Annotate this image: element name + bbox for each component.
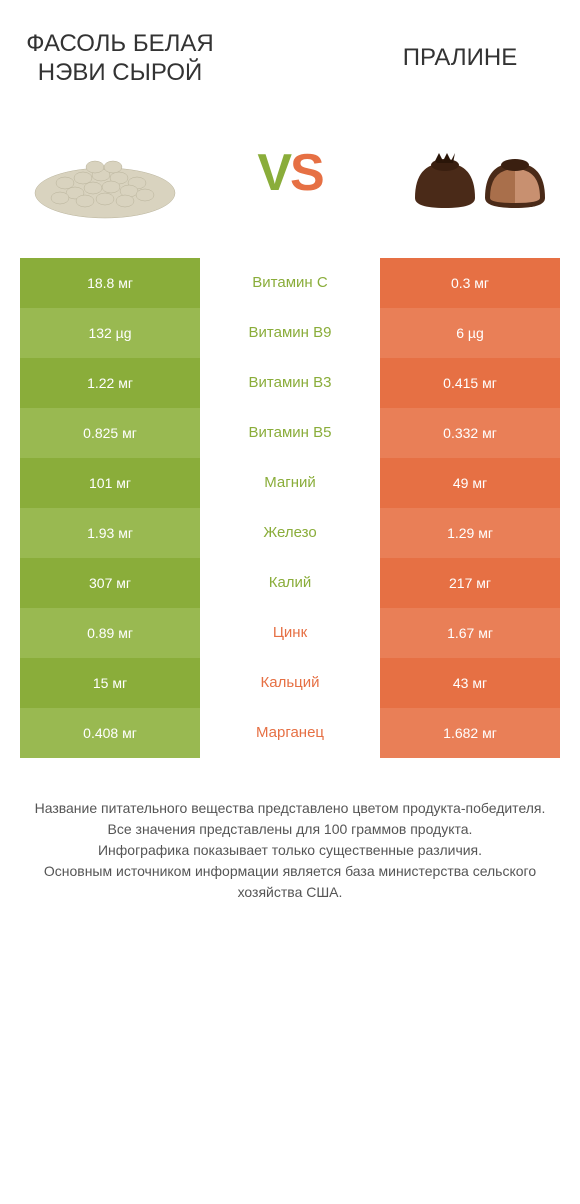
- value-left: 0.408 мг: [20, 708, 200, 758]
- table-row: 1.93 мгЖелезо1.29 мг: [20, 508, 560, 558]
- table-row: 15 мгКальций43 мг: [20, 658, 560, 708]
- table-row: 101 мгМагний49 мг: [20, 458, 560, 508]
- nutrient-label: Марганец: [200, 708, 380, 758]
- nutrient-label: Кальций: [200, 658, 380, 708]
- table-row: 0.89 мгЦинк1.67 мг: [20, 608, 560, 658]
- title-left: ФАСОЛЬ БЕЛАЯ НЭВИ СЫРОЙ: [20, 30, 220, 88]
- value-left: 1.22 мг: [20, 358, 200, 408]
- vs-v: V: [257, 144, 290, 202]
- table-row: 1.22 мгВитамин B30.415 мг: [20, 358, 560, 408]
- nutrient-label: Калий: [200, 558, 380, 608]
- table-row: 132 µgВитамин B96 µg: [20, 308, 560, 358]
- footer-line: Название питательного вещества представл…: [20, 798, 560, 819]
- value-right: 6 µg: [380, 308, 560, 358]
- value-left: 101 мг: [20, 458, 200, 508]
- footer-notes: Название питательного вещества представл…: [20, 798, 560, 933]
- table-row: 18.8 мгВитамин C0.3 мг: [20, 258, 560, 308]
- value-right: 0.332 мг: [380, 408, 560, 458]
- footer-line: Основным источником информации является …: [20, 861, 560, 903]
- table-row: 0.408 мгМарганец1.682 мг: [20, 708, 560, 758]
- header: ФАСОЛЬ БЕЛАЯ НЭВИ СЫРОЙ ПРАЛИНЕ: [0, 0, 580, 98]
- nutrient-label: Магний: [200, 458, 380, 508]
- value-right: 1.29 мг: [380, 508, 560, 558]
- table-row: 307 мгКалий217 мг: [20, 558, 560, 608]
- images-row: VS: [0, 98, 580, 258]
- footer-line: Все значения представлены для 100 граммо…: [20, 819, 560, 840]
- nutrient-label: Железо: [200, 508, 380, 558]
- comparison-table: 18.8 мгВитамин C0.3 мг132 µgВитамин B96 …: [20, 258, 560, 758]
- value-right: 1.682 мг: [380, 708, 560, 758]
- value-right: 0.3 мг: [380, 258, 560, 308]
- title-right: ПРАЛИНЕ: [360, 44, 560, 73]
- value-right: 0.415 мг: [380, 358, 560, 408]
- nutrient-label: Витамин B3: [200, 358, 380, 408]
- praline-image: [390, 118, 560, 228]
- nutrient-label: Витамин B5: [200, 408, 380, 458]
- value-left: 15 мг: [20, 658, 200, 708]
- vs-s: S: [290, 144, 323, 202]
- value-left: 1.93 мг: [20, 508, 200, 558]
- value-right: 49 мг: [380, 458, 560, 508]
- value-left: 18.8 мг: [20, 258, 200, 308]
- footer-line: Инфографика показывает только существенн…: [20, 840, 560, 861]
- value-right: 217 мг: [380, 558, 560, 608]
- value-left: 307 мг: [20, 558, 200, 608]
- nutrient-label: Витамин B9: [200, 308, 380, 358]
- beans-image: [20, 118, 190, 228]
- nutrient-label: Цинк: [200, 608, 380, 658]
- value-left: 0.825 мг: [20, 408, 200, 458]
- vs-label: VS: [257, 143, 322, 203]
- value-right: 1.67 мг: [380, 608, 560, 658]
- table-row: 0.825 мгВитамин B50.332 мг: [20, 408, 560, 458]
- value-left: 0.89 мг: [20, 608, 200, 658]
- value-right: 43 мг: [380, 658, 560, 708]
- nutrient-label: Витамин C: [200, 258, 380, 308]
- value-left: 132 µg: [20, 308, 200, 358]
